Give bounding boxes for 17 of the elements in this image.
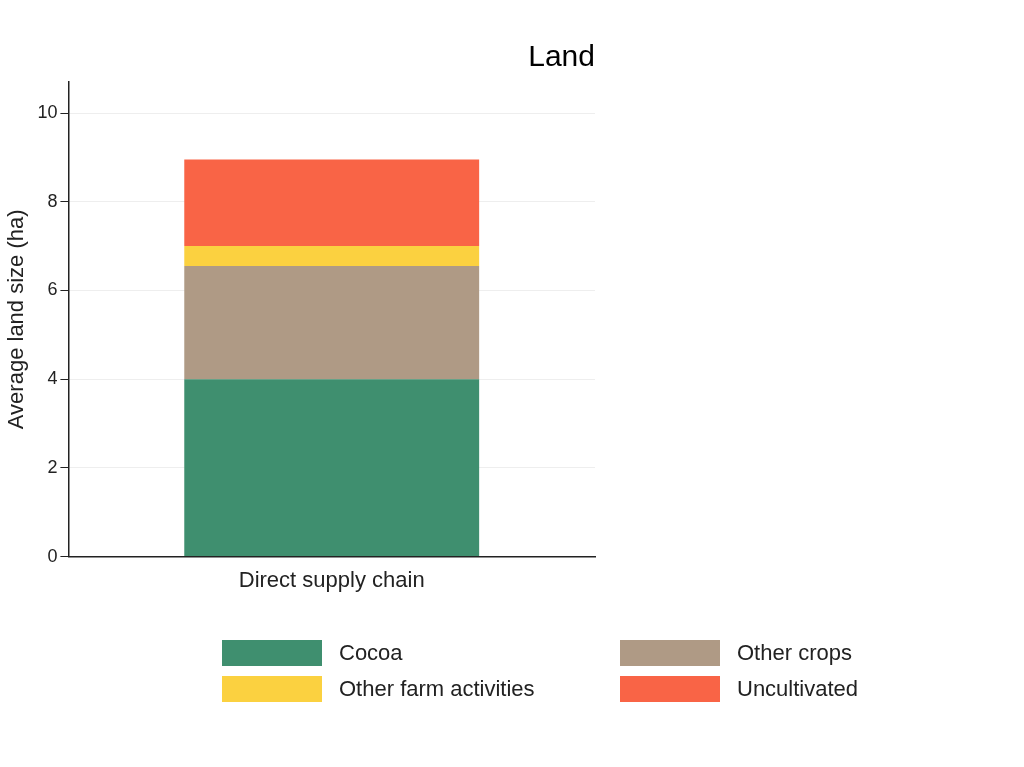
y-tick-label: 8 bbox=[47, 190, 58, 211]
y-tick-label: 4 bbox=[47, 368, 58, 389]
y-tick-label: 10 bbox=[37, 102, 58, 123]
chart-title: Land bbox=[528, 39, 595, 73]
legend-label: Other farm activities bbox=[339, 676, 535, 702]
y-tick-label: 2 bbox=[47, 456, 58, 477]
legend-label: Cocoa bbox=[339, 640, 403, 666]
bar bbox=[184, 159, 480, 247]
bar bbox=[184, 379, 480, 557]
y-tick-label: 6 bbox=[47, 279, 58, 300]
bar bbox=[184, 266, 480, 380]
bar bbox=[184, 246, 480, 267]
y-tick-label: 0 bbox=[47, 545, 58, 566]
x-tick-label: Direct supply chain bbox=[238, 566, 425, 592]
y-axis-title: Average land size (ha) bbox=[3, 209, 29, 430]
legend-label: Other crops bbox=[737, 640, 852, 666]
legend-label: Uncultivated bbox=[737, 676, 859, 702]
